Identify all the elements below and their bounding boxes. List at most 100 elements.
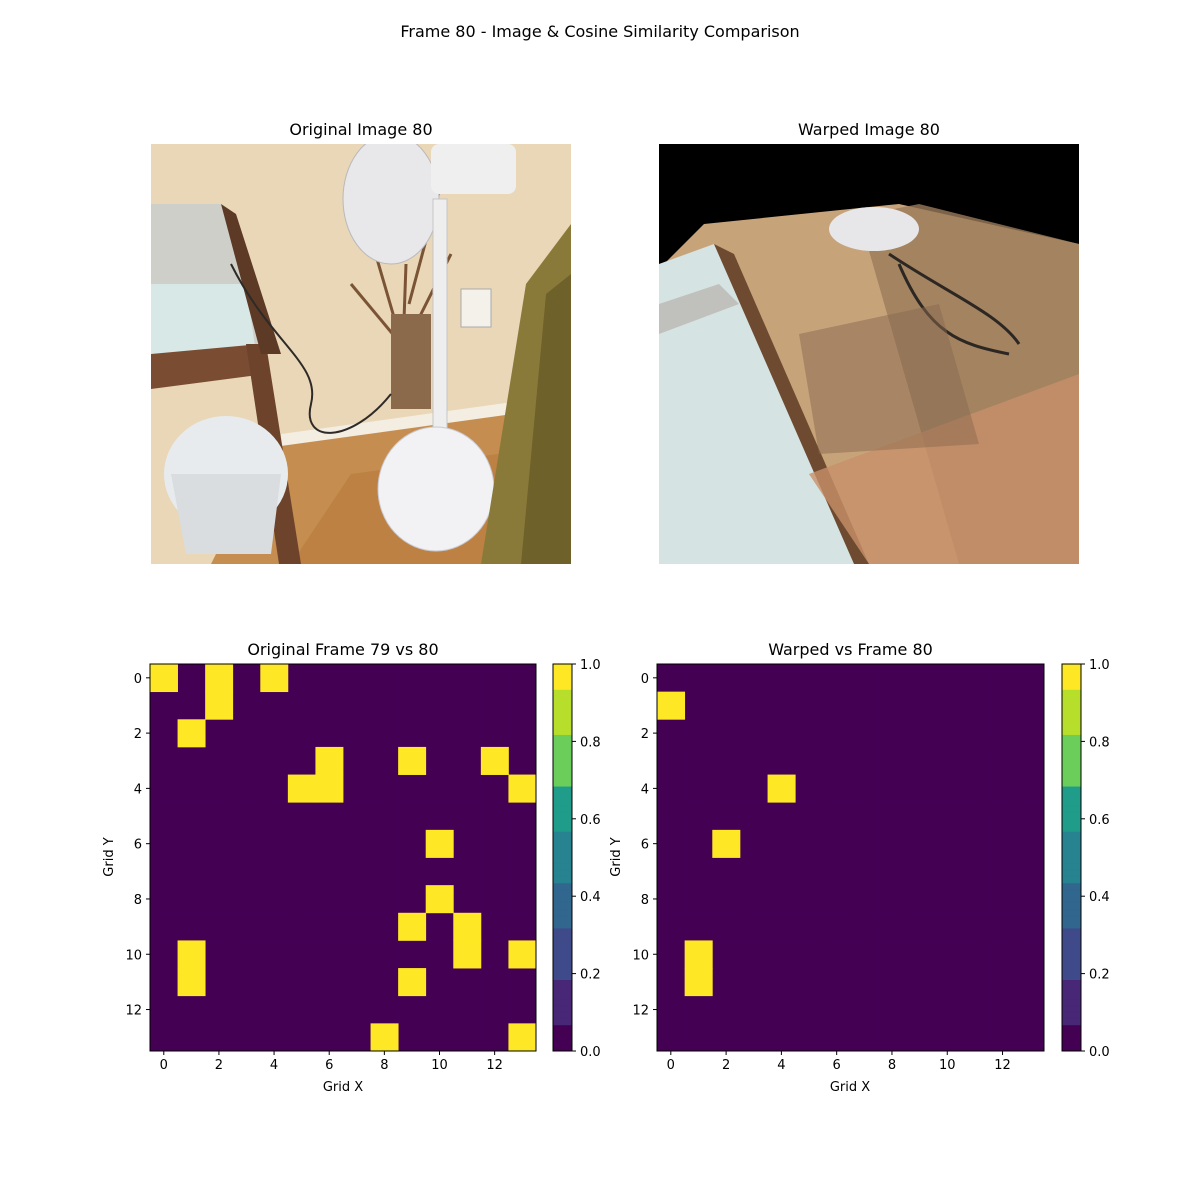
heatmap-cell-high [260, 664, 289, 693]
heatmap-cell [508, 829, 537, 858]
heatmap-cell [961, 774, 990, 803]
colorbar-segment [1062, 902, 1081, 910]
colorbar-segment [1062, 741, 1081, 749]
heatmap-cell [150, 912, 178, 941]
heatmap-cell [150, 968, 178, 997]
heatmap-cell [905, 912, 934, 941]
heatmap-cell [850, 1023, 879, 1052]
heatmap-cell-high [398, 912, 427, 941]
heatmap-cell [205, 995, 234, 1024]
heatmap-cell [961, 802, 990, 831]
heatmap-cell [398, 664, 427, 693]
heatmap-cell [657, 719, 686, 748]
heatmap-cell [933, 857, 962, 886]
colorbar-segment [553, 941, 572, 949]
y-tick-label: 2 [134, 727, 142, 742]
heatmap-cell [905, 802, 934, 831]
heatmap-cell [453, 691, 482, 720]
x-tick-label: 6 [325, 1058, 333, 1073]
heatmap-cell [480, 664, 509, 693]
heatmap-cell [933, 885, 962, 914]
heatmap-cell [453, 995, 482, 1024]
heatmap-cell [684, 774, 713, 803]
heatmap-cell [1016, 746, 1045, 775]
heatmap-cell [795, 1023, 824, 1052]
colorbar-segment [553, 799, 572, 807]
heatmap-cell [150, 774, 178, 803]
heatmap-cell [260, 912, 289, 941]
heatmap-cell [822, 691, 851, 720]
heatmap-cell [370, 857, 399, 886]
heatmap-cell [850, 940, 879, 969]
heatmap-cell [260, 940, 289, 969]
heatmap-cell [739, 968, 768, 997]
heatmap-cell [287, 857, 316, 886]
x-tick-label: 4 [270, 1058, 278, 1073]
heatmap-1-xlabel: Grid X [323, 1080, 363, 1095]
heatmap-cell [739, 774, 768, 803]
heatmap-cell [177, 829, 206, 858]
colorbar-segment [1062, 786, 1081, 794]
heatmap-cell-high [315, 746, 344, 775]
colorbar-segment [1062, 1031, 1081, 1039]
heatmap-cell [425, 968, 454, 997]
colorbar-segment [553, 689, 572, 697]
colorbar-segment [553, 825, 572, 833]
colorbar-segment [1062, 728, 1081, 736]
colorbar-segment [553, 773, 572, 781]
colorbar-segment [1062, 754, 1081, 762]
heatmap-cell [150, 995, 178, 1024]
heatmap-cell [905, 719, 934, 748]
colorbar-tick-label: 0.0 [580, 1045, 601, 1060]
heatmap-cell [453, 802, 482, 831]
colorbar-tick-label: 1.0 [1089, 658, 1110, 673]
y-tick-label: 4 [641, 782, 649, 797]
colorbar-segment [1062, 896, 1081, 904]
heatmap-cell [657, 968, 686, 997]
heatmap-cell [315, 829, 344, 858]
heatmap-cell [739, 940, 768, 969]
colorbar-segment [1062, 767, 1081, 775]
heatmap-cell [425, 1023, 454, 1052]
heatmap-cell [795, 802, 824, 831]
heatmap-cell [1016, 829, 1045, 858]
heatmap-cell [988, 746, 1017, 775]
heatmap-cell [905, 664, 934, 693]
colorbar-segment [553, 767, 572, 775]
colorbar-segment [1062, 941, 1081, 949]
heatmap-cell [177, 995, 206, 1024]
heatmap-cells [657, 664, 1045, 1052]
heatmap-cell [260, 746, 289, 775]
heatmap-cell [657, 940, 686, 969]
colorbar-segment [1062, 986, 1081, 994]
heatmap-cell [878, 857, 907, 886]
colorbar-segment [553, 1025, 572, 1033]
heatmap-cell [1016, 802, 1045, 831]
heatmap-cell [684, 857, 713, 886]
heatmap-cell [961, 912, 990, 941]
heatmap-cell [453, 719, 482, 748]
colorbar-segment [1062, 876, 1081, 884]
colorbar-segment [1062, 722, 1081, 729]
heatmap-cell-high [480, 746, 509, 775]
heatmap-cell [905, 885, 934, 914]
heatmap-cell [933, 1023, 962, 1052]
colorbar-segment [553, 664, 572, 671]
figure-title: Frame 80 - Image & Cosine Similarity Com… [400, 22, 800, 41]
heatmap-cell [905, 995, 934, 1024]
heatmap-cell [508, 995, 537, 1024]
colorbar-segment [553, 696, 572, 704]
colorbar-segment [1062, 960, 1081, 968]
heatmap-cell [988, 940, 1017, 969]
heatmap-cell [232, 885, 261, 914]
colorbar-segment [553, 896, 572, 904]
colorbar-segment [553, 754, 572, 762]
heatmap-cell [480, 912, 509, 941]
heatmap-cell [657, 802, 686, 831]
heatmap-cell [425, 719, 454, 748]
colorbar-segment [553, 715, 572, 723]
heatmap-cell [205, 719, 234, 748]
heatmap-cell [150, 885, 178, 914]
heatmap-cell [315, 885, 344, 914]
heatmap-cell [232, 968, 261, 997]
